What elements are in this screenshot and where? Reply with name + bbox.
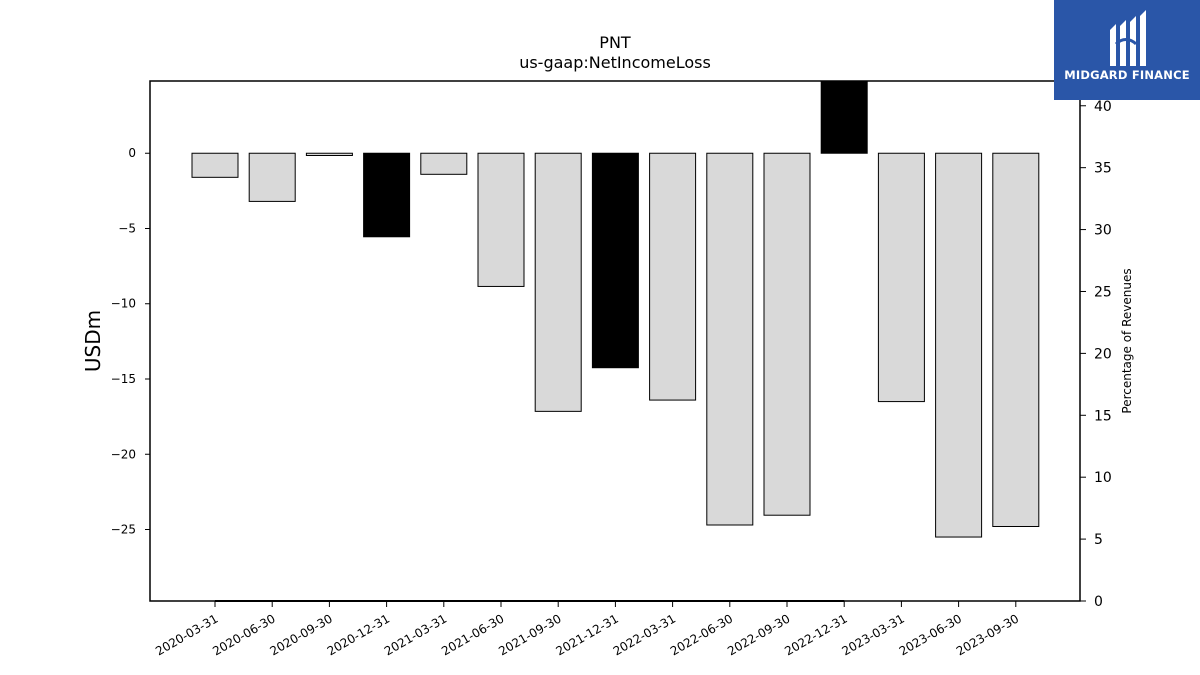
bar-2020-06-30 bbox=[248, 152, 296, 202]
y-tick-label: −10 bbox=[111, 297, 136, 311]
x-tick-label: 2021-09-30 bbox=[496, 611, 563, 658]
y2-axis-label: Percentage of Revenues bbox=[1120, 268, 1134, 413]
y-tick-label: 0 bbox=[128, 146, 136, 160]
bar-2020-12-31 bbox=[363, 152, 411, 238]
bar-2022-09-30 bbox=[763, 152, 811, 516]
bar-2023-06-30 bbox=[935, 152, 983, 538]
y2-tick-label: 35 bbox=[1094, 161, 1112, 177]
y2-tick-label: 30 bbox=[1094, 223, 1112, 239]
bar-2023-09-30 bbox=[992, 152, 1040, 527]
y2-tick-label: 5 bbox=[1094, 532, 1103, 548]
x-tick-label: 2022-03-31 bbox=[611, 611, 678, 658]
bar-2020-03-31 bbox=[191, 152, 239, 178]
logo-mark-icon bbox=[1110, 10, 1146, 66]
y-tick-label: −5 bbox=[118, 221, 136, 235]
bar-2022-12-31 bbox=[820, 80, 868, 154]
y2-tick-label: 15 bbox=[1094, 408, 1112, 424]
x-tick-label: 2020-09-30 bbox=[267, 611, 334, 658]
chart-subtitle: us-gaap:NetIncomeLoss bbox=[519, 53, 711, 72]
logo-text: MIDGARD FINANCE bbox=[1064, 68, 1190, 82]
bar-2020-09-30 bbox=[305, 152, 353, 157]
bar-2021-03-31 bbox=[420, 152, 468, 175]
x-tick-label: 2021-12-31 bbox=[553, 611, 620, 658]
left-axis: 0 −5 −10 −15 −20 −25 bbox=[111, 146, 150, 537]
x-tick-label: 2022-12-31 bbox=[782, 611, 849, 658]
x-tick-label: 2022-09-30 bbox=[725, 611, 792, 658]
x-tick-label: 2021-06-30 bbox=[439, 611, 506, 658]
bar-2023-03-31 bbox=[877, 152, 925, 403]
midgard-finance-logo: MIDGARD FINANCE bbox=[1054, 0, 1200, 100]
bars-group bbox=[191, 80, 1040, 538]
bar-2022-06-30 bbox=[706, 152, 754, 526]
x-tick-label: 2022-06-30 bbox=[668, 611, 735, 658]
x-tick-label: 2021-03-31 bbox=[382, 611, 449, 658]
y-tick-label: −15 bbox=[111, 372, 136, 386]
y2-tick-label: 10 bbox=[1094, 470, 1112, 486]
y2-tick-label: 40 bbox=[1094, 99, 1112, 115]
chart-title: PNT bbox=[599, 33, 631, 52]
right-axis: 0 5 10 15 20 25 30 35 40 bbox=[1080, 99, 1112, 610]
bar-2021-06-30 bbox=[477, 152, 525, 287]
y2-tick-label: 0 bbox=[1094, 594, 1103, 610]
y2-tick-label: 20 bbox=[1094, 346, 1112, 362]
bar-2021-12-31 bbox=[591, 152, 639, 369]
x-tick-label: 2020-03-31 bbox=[153, 611, 220, 658]
bar-2021-09-30 bbox=[534, 152, 582, 412]
x-tick-label: 2023-03-31 bbox=[839, 611, 906, 658]
x-axis: 2020-03-312020-06-302020-09-302020-12-31… bbox=[153, 601, 1021, 658]
y-axis-label: USDm bbox=[81, 310, 105, 372]
x-tick-label: 2020-12-31 bbox=[325, 611, 392, 658]
x-tick-label: 2023-09-30 bbox=[954, 611, 1021, 658]
y2-tick-label: 25 bbox=[1094, 284, 1112, 300]
x-tick-label: 2023-06-30 bbox=[897, 611, 964, 658]
y-tick-label: −25 bbox=[111, 523, 136, 537]
bar-2022-03-31 bbox=[649, 152, 697, 401]
x-tick-label: 2020-06-30 bbox=[210, 611, 277, 658]
y-tick-label: −20 bbox=[111, 447, 136, 461]
